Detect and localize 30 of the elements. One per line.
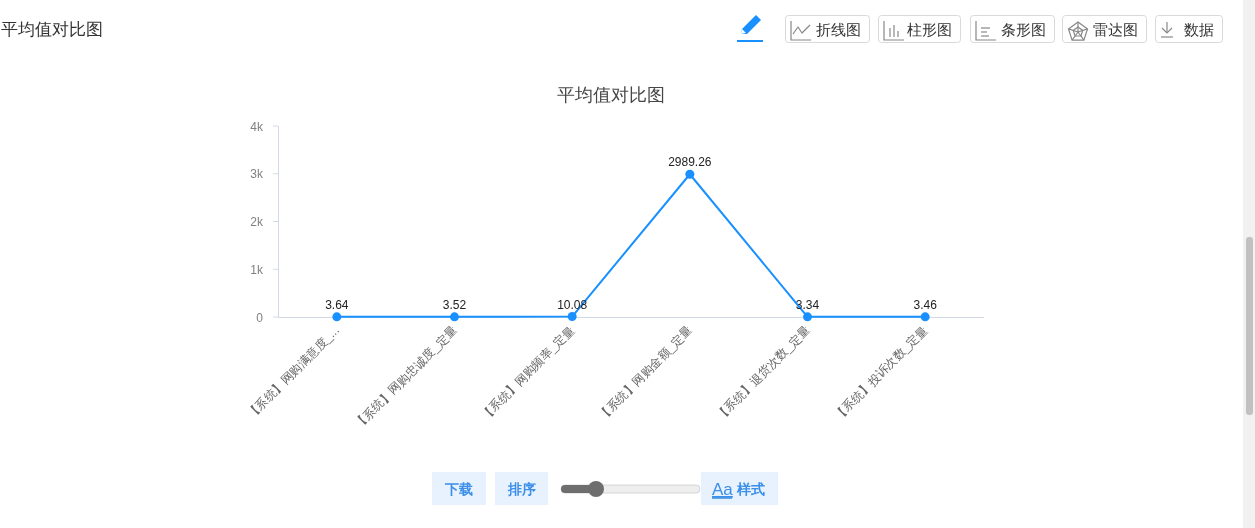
data-label: 3.52 [442, 297, 467, 312]
y-tick-label: 3k [250, 167, 264, 182]
data-label: 3.46 [913, 297, 937, 312]
y-tick-label: 1k [250, 262, 264, 277]
data-label: 3.64 [325, 297, 349, 312]
x-tick-label: 【系统】网购金额_定量 [595, 323, 695, 423]
button-download: 数据 [1155, 15, 1223, 43]
point [450, 312, 459, 322]
button-bar: 柱形图 [878, 15, 961, 43]
x-tick-label: 【系统】网购满意度_... [243, 323, 342, 422]
x-tick-label: 【系统】网购忠诚度_定量 [351, 323, 460, 432]
button-style: Aa 样式 [701, 472, 778, 505]
y-tick-label: 4k [250, 119, 264, 134]
chart-title: 平均值对比图 [557, 85, 665, 105]
button-download: 下载 [432, 472, 486, 505]
point [803, 312, 812, 322]
x-tick-label: 【系统】网购频率_定量 [477, 323, 578, 423]
y-tick-label: 2k [250, 215, 264, 229]
button-radar: 雷达图 [1062, 15, 1147, 43]
x-tick-label: 【系统】投诉次数_定量 [830, 323, 931, 423]
data-label: 2989.26 [668, 155, 712, 170]
button-hbar: 条形图 [970, 15, 1055, 43]
point [920, 312, 930, 322]
point [567, 312, 577, 322]
page-header: 平均值对比图 [1, 20, 103, 39]
point [685, 169, 695, 179]
x-tick-label: 【系统】退货次数_定量 [713, 323, 813, 423]
button-sort: 排序 [495, 472, 548, 505]
y-tick-label: 0 [256, 310, 264, 325]
point [332, 312, 342, 322]
